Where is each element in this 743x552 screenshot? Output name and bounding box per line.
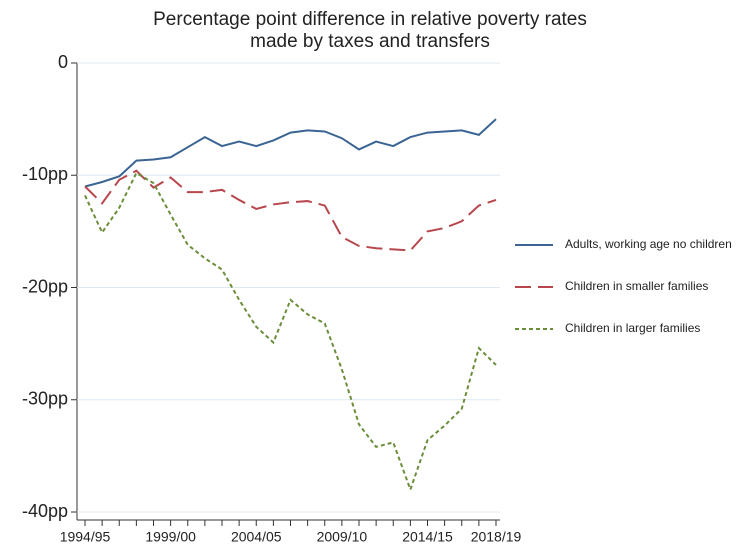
y-tick-label: -30pp [22, 389, 68, 409]
x-tick-label: 1994/95 [60, 529, 111, 545]
chart-title: Percentage point difference in relative … [153, 9, 587, 30]
chart-title: made by taxes and transfers [250, 31, 490, 52]
series-line [84, 118, 497, 188]
y-tick-label: 0 [58, 52, 68, 72]
legend-label: Children in smaller families [565, 279, 708, 293]
legend-label: Children in larger families [565, 321, 700, 335]
x-tick-label: 2014/15 [402, 529, 453, 545]
x-tick-label: 1999/00 [145, 529, 196, 545]
y-tick-label: -40pp [22, 501, 68, 521]
legend-label: Adults, working age no children [565, 237, 732, 251]
x-tick-label: 2004/05 [231, 529, 282, 545]
x-tick-label: 2018/19 [471, 529, 522, 545]
series-line [84, 169, 497, 252]
x-tick-label: 2009/10 [317, 529, 368, 545]
y-tick-label: -10pp [22, 164, 68, 184]
y-tick-label: -20pp [22, 276, 68, 296]
series-line [84, 171, 497, 493]
